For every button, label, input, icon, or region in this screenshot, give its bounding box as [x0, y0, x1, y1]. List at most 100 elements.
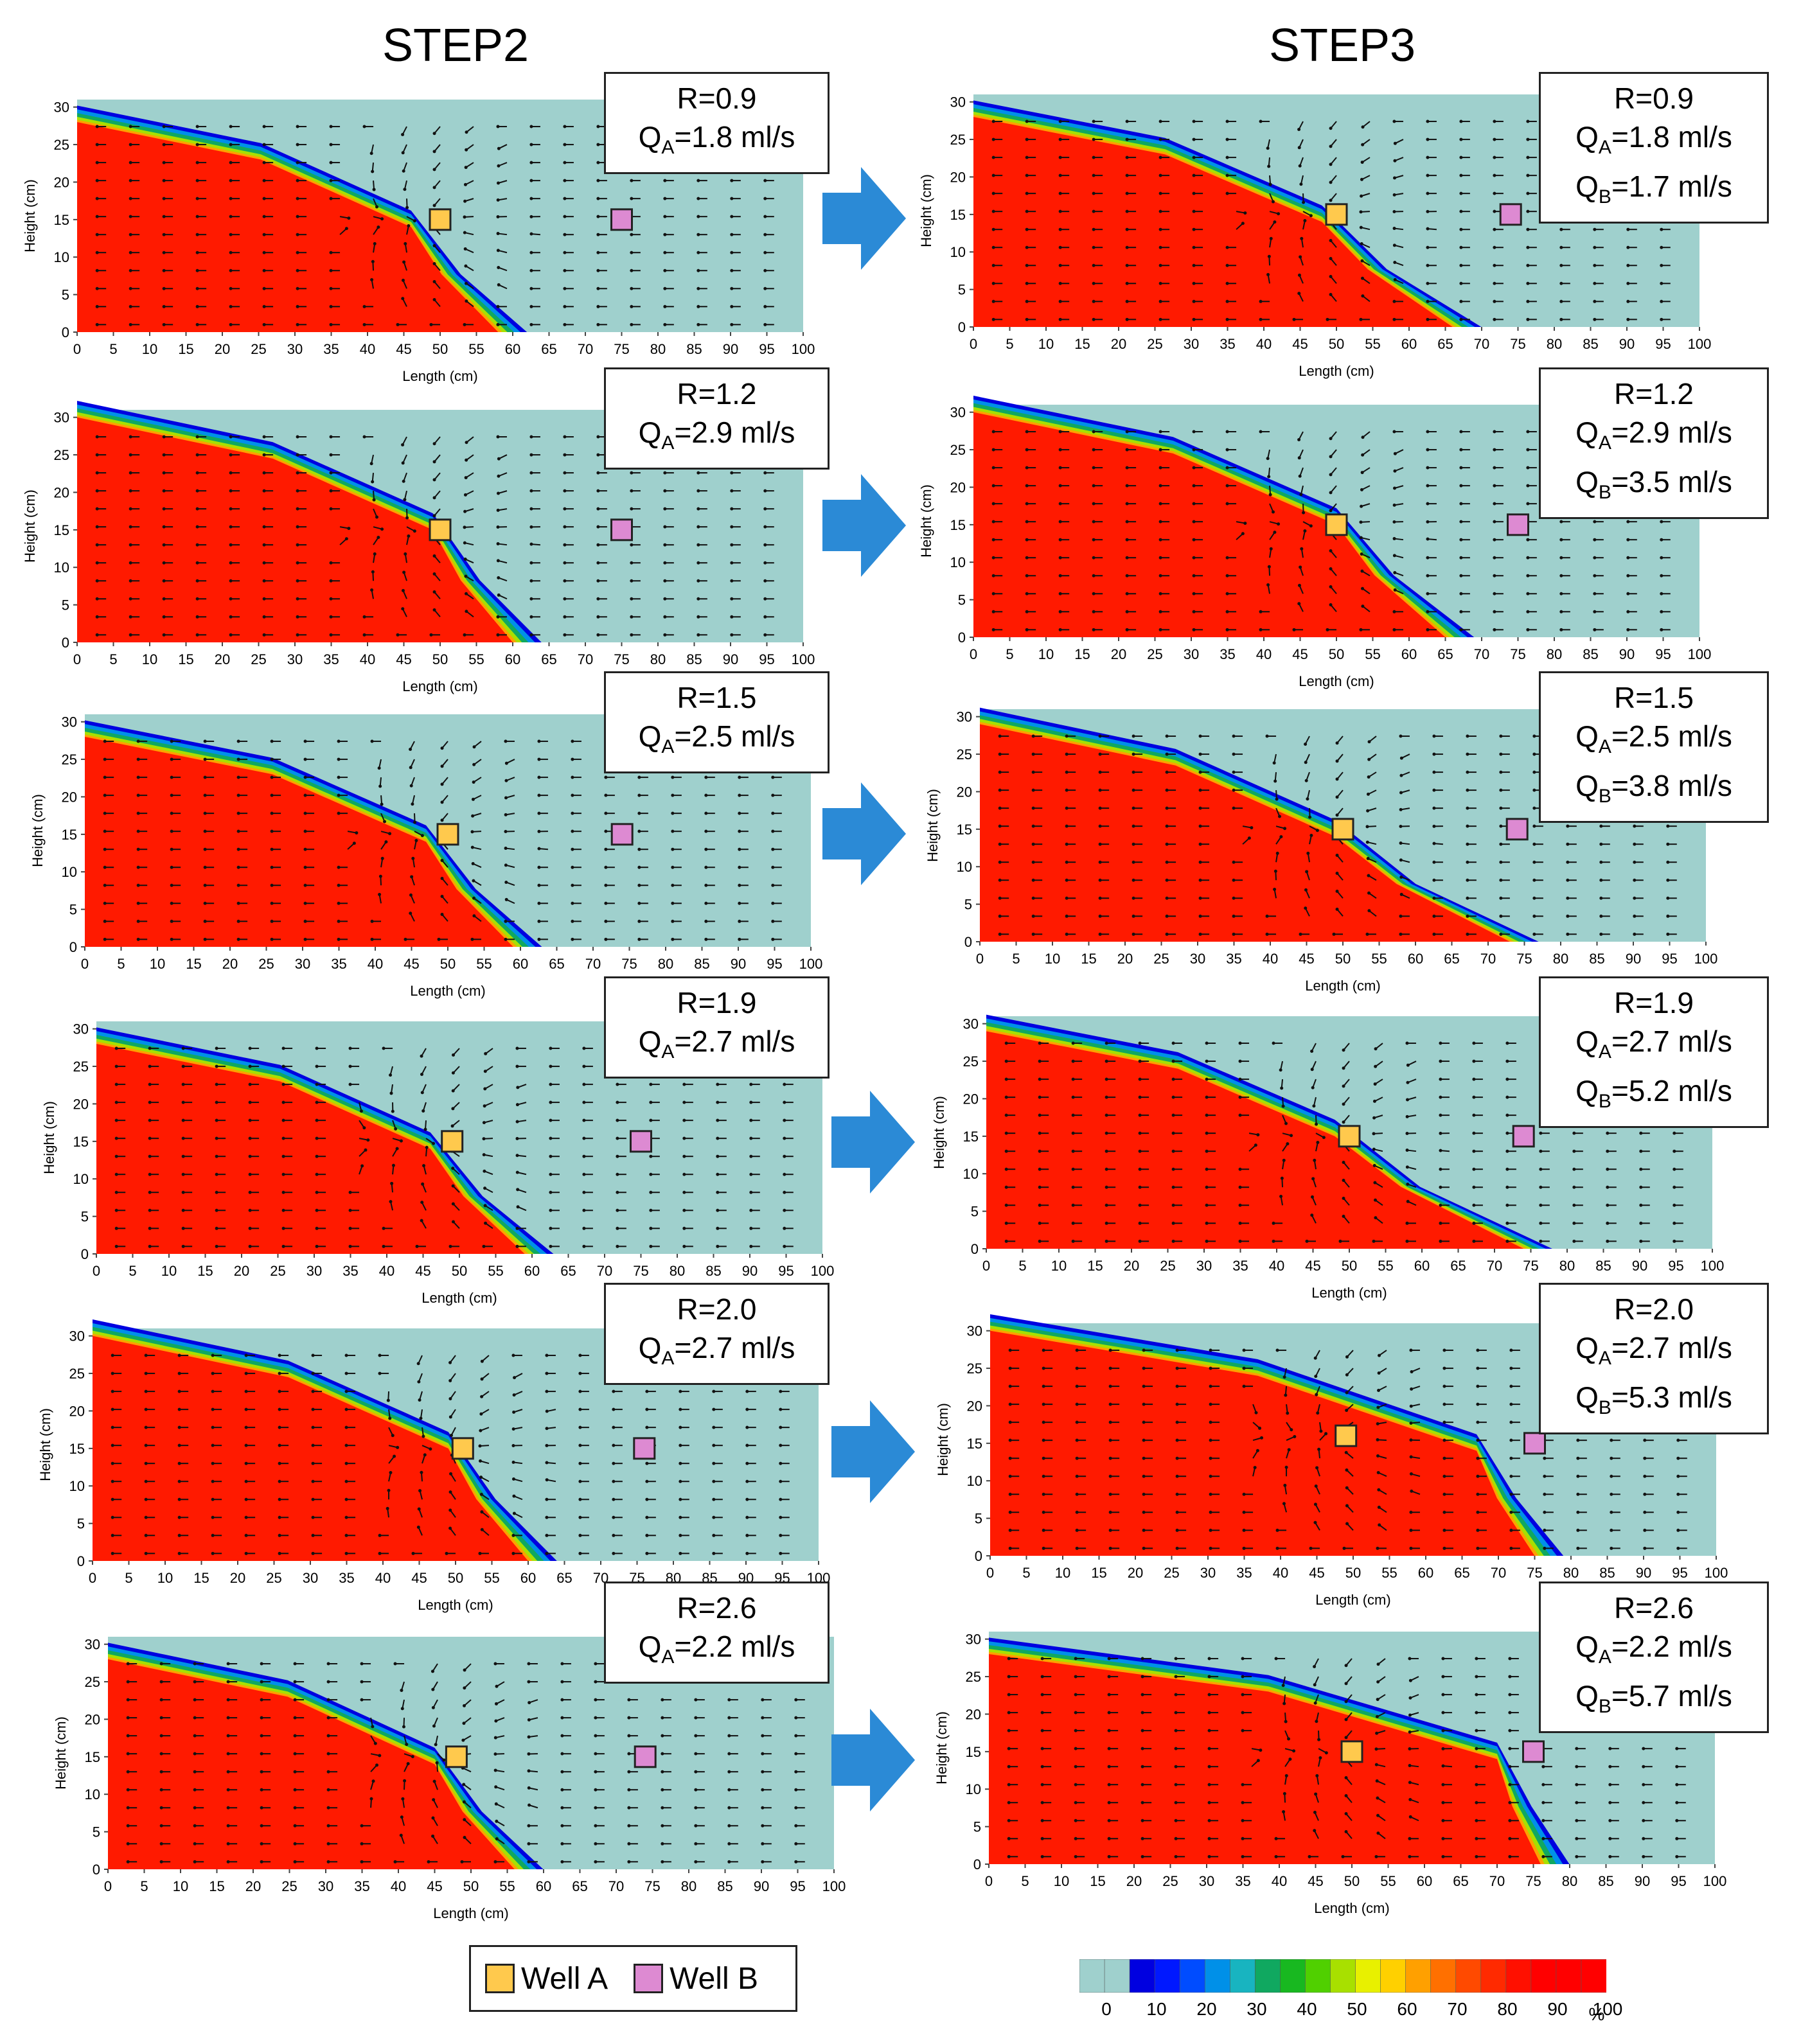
- velocity-arrowhead: [537, 937, 541, 941]
- velocity-arrowhead: [203, 757, 207, 761]
- y-tick-label: 25: [54, 137, 69, 153]
- x-tick-label: 80: [1547, 646, 1562, 662]
- velocity-arrowhead: [529, 232, 533, 236]
- velocity-arrowhead: [195, 597, 199, 601]
- velocity-arrowhead: [281, 1226, 285, 1230]
- velocity-arrowhead: [594, 1698, 598, 1702]
- velocity-arrowhead: [126, 1680, 130, 1684]
- velocity-arrowhead: [114, 1190, 118, 1194]
- velocity-arrowhead: [229, 125, 233, 128]
- velocity-arrowhead: [663, 633, 667, 637]
- velocity-arrowhead: [159, 1662, 163, 1666]
- velocity-arrowhead: [671, 883, 675, 887]
- velocity-arrowhead: [162, 161, 166, 164]
- x-tick-label: 30: [287, 651, 303, 667]
- velocity-arrowhead: [1092, 119, 1096, 123]
- velocity-arrowhead: [159, 1824, 163, 1828]
- velocity-arrowhead: [403, 498, 407, 502]
- velocity-arrowhead: [407, 224, 411, 227]
- velocity-arrowhead: [1426, 317, 1430, 321]
- velocity-arrowhead: [582, 1172, 586, 1176]
- velocity-arrowhead: [369, 152, 373, 155]
- velocity-arrowhead: [177, 1515, 181, 1519]
- x-tick-label: 45: [1292, 646, 1308, 662]
- velocity-arrowhead: [1025, 538, 1029, 542]
- velocity-arrowhead: [1092, 281, 1096, 285]
- velocity-arrowhead: [1158, 484, 1162, 488]
- velocity-arrowhead: [388, 1416, 392, 1420]
- saltwater-plume: [77, 417, 513, 642]
- velocity-arrowhead: [1493, 119, 1496, 123]
- velocity-arrowhead: [1025, 466, 1029, 470]
- velocity-arrowhead: [1125, 245, 1129, 249]
- x-tick-label: 5: [109, 341, 117, 357]
- y-axis-label: Height (cm): [22, 489, 38, 563]
- velocity-arrowhead: [596, 197, 600, 200]
- velocity-arrowhead: [195, 507, 199, 511]
- velocity-arrowhead: [1165, 770, 1169, 774]
- velocity-arrowhead: [413, 219, 416, 223]
- velocity-arrowhead: [596, 286, 600, 290]
- velocity-field: [126, 1662, 805, 1863]
- x-tick-label: 65: [556, 1570, 572, 1586]
- velocity-arrowhead: [1593, 317, 1597, 321]
- velocity-arrowhead: [260, 1842, 263, 1846]
- velocity-arrowhead: [229, 435, 233, 439]
- velocity-arrowhead: [226, 1716, 230, 1720]
- velocity-arrowhead: [1232, 896, 1236, 900]
- velocity-arrowhead: [1192, 574, 1196, 577]
- velocity-arrowhead: [763, 471, 767, 475]
- velocity-arrowhead: [571, 793, 574, 797]
- velocity-arrowhead: [1025, 137, 1029, 141]
- velocity-arrowhead: [1329, 603, 1333, 607]
- velocity-arrowhead: [478, 1551, 482, 1555]
- x-tick-label: 85: [694, 956, 709, 972]
- velocity-arrowhead: [181, 1064, 185, 1068]
- velocity-arrowhead: [405, 1743, 409, 1747]
- velocity-arrowhead: [763, 543, 767, 547]
- velocity-arrowhead: [463, 1818, 466, 1822]
- velocity-arrowhead: [1158, 628, 1162, 631]
- velocity-arrowhead: [504, 796, 508, 800]
- velocity-arrowhead: [422, 1164, 426, 1168]
- velocity-arrowhead: [400, 1815, 404, 1819]
- velocity-arrowhead: [244, 1371, 248, 1375]
- velocity-arrowhead: [181, 1046, 185, 1050]
- velocity-arrowhead: [170, 883, 173, 887]
- velocity-arrowhead: [244, 1353, 248, 1357]
- velocity-arrowhead: [637, 865, 641, 869]
- velocity-arrowhead: [730, 561, 734, 565]
- velocity-arrowhead: [663, 489, 667, 493]
- velocity-arrowhead: [730, 615, 734, 619]
- velocity-arrowhead: [203, 829, 207, 833]
- velocity-arrowhead: [1432, 734, 1436, 738]
- velocity-arrowhead: [372, 498, 376, 502]
- velocity-arrowhead: [727, 1788, 731, 1792]
- velocity-arrowhead: [661, 1824, 664, 1828]
- velocity-arrowhead: [1526, 574, 1530, 577]
- velocity-arrowhead: [315, 1190, 319, 1194]
- velocity-arrowhead: [582, 1208, 586, 1212]
- velocity-arrowhead: [727, 1770, 731, 1774]
- velocity-arrowhead: [177, 1425, 181, 1429]
- velocity-arrowhead: [563, 633, 567, 637]
- velocity-arrowhead: [630, 233, 634, 236]
- x-tick-label: 35: [1220, 646, 1235, 662]
- velocity-arrowhead: [1459, 466, 1463, 470]
- velocity-arrowhead: [244, 1551, 248, 1555]
- velocity-arrowhead: [463, 231, 466, 234]
- velocity-arrowhead: [1092, 227, 1096, 231]
- velocity-arrowhead: [1025, 317, 1029, 321]
- velocity-arrowhead: [1559, 538, 1563, 542]
- velocity-arrowhead: [511, 1533, 515, 1537]
- velocity-arrowhead: [730, 215, 734, 218]
- x-tick-label: 30: [306, 1263, 322, 1279]
- velocity-arrowhead: [440, 800, 444, 804]
- x-tick-label: 45: [396, 341, 411, 357]
- velocity-arrowhead: [1031, 914, 1035, 918]
- velocity-arrowhead: [663, 286, 667, 290]
- velocity-arrowhead: [483, 1186, 487, 1190]
- velocity-arrowhead: [114, 1046, 118, 1050]
- velocity-arrowhead: [516, 1205, 520, 1209]
- x-tick-label: 10: [142, 651, 157, 667]
